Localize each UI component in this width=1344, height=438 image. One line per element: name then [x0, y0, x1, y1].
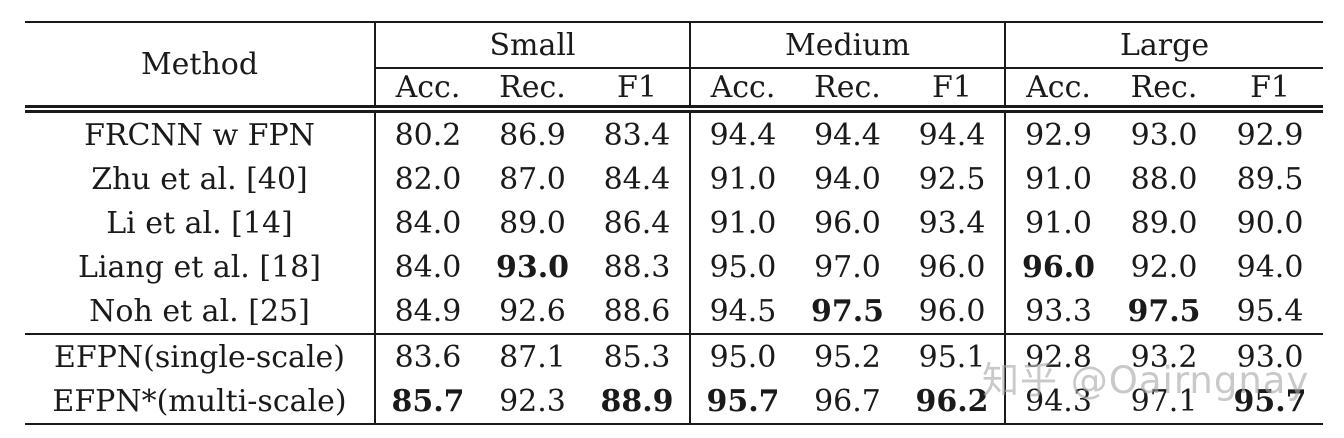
value-cell: 95.0: [689, 333, 795, 379]
method-cell: Liang et al. [18]: [78, 249, 321, 285]
method-cell: Li et al. [14]: [106, 205, 293, 241]
value-cell: 96.0: [918, 293, 986, 329]
value-cell: 95.7: [689, 379, 795, 425]
value-cell: 83.6: [374, 333, 480, 379]
value-cell: 86.9: [499, 117, 566, 153]
value-cell: 94.4: [689, 109, 795, 157]
method-cell: EFPN(single-scale): [25, 333, 375, 379]
value-cell: 80.2: [374, 109, 480, 157]
value-cell: 96.0: [1004, 245, 1112, 289]
value-cell: 96.0: [918, 249, 986, 285]
value-cell: 87.0: [499, 161, 566, 197]
value-cell: 93.0: [1130, 117, 1198, 153]
value-cell: 93.3: [1004, 289, 1112, 334]
group-header-large: Large: [1004, 21, 1324, 69]
value-cell: 95.0: [689, 245, 795, 289]
metric-header-row: Acc. Rec. F1 Acc. Rec. F1 Acc. Rec. F1: [25, 68, 1324, 113]
value-cell: 95.7: [1217, 379, 1324, 425]
value-cell: 84.9: [374, 289, 480, 334]
table-row: EFPN*(multi-scale) 85.7 92.3 88.9 95.7 96.7 96…: [25, 379, 1324, 425]
metric-header-rec: Rec.: [1111, 68, 1218, 113]
value-cell: 95.2: [795, 333, 900, 379]
value-cell: 82.0: [374, 157, 480, 201]
value-cell: 88.9: [585, 379, 690, 425]
value-cell: 95.1: [900, 333, 1006, 379]
results-table: Method Small Medium Large Acc. Rec. F1 A…: [25, 21, 1324, 425]
metric-header-f1: F1: [585, 68, 690, 113]
value-cell: 93.0: [495, 249, 570, 285]
group-header-small: Small: [374, 21, 690, 69]
value-cell: 83.4: [603, 117, 671, 153]
value-cell: 92.6: [499, 293, 566, 329]
value-cell: 94.0: [1236, 249, 1304, 285]
method-cell: Zhu et al. [40]: [91, 161, 308, 197]
metric-header-acc: Acc.: [689, 68, 795, 113]
value-cell: 92.5: [918, 161, 986, 197]
value-cell: 84.4: [603, 161, 671, 197]
method-cell: Noh et al. [25]: [89, 293, 310, 329]
value-cell: 85.7: [374, 379, 480, 425]
value-cell: 92.3: [480, 379, 585, 425]
value-cell: 90.0: [1236, 205, 1304, 241]
group-header-row: Method Small Medium Large: [25, 21, 1324, 113]
table-row: Zhu et al. [40] 82.0 87.0 84.4 91.0 94.0 92.5 9…: [25, 157, 1323, 201]
value-cell: 91.0: [689, 201, 795, 245]
value-cell: 88.0: [1130, 161, 1198, 197]
value-cell: 96.0: [814, 205, 881, 241]
value-cell: 91.0: [689, 157, 795, 201]
metric-header-acc: Acc.: [1004, 68, 1112, 113]
value-cell: 93.4: [918, 205, 986, 241]
value-cell: 89.0: [1130, 205, 1198, 241]
value-cell: 92.0: [1130, 249, 1198, 285]
value-cell: 88.3: [603, 249, 671, 285]
value-cell: 89.0: [499, 205, 566, 241]
metric-header-acc: Acc.: [374, 68, 480, 113]
metric-header-f1: F1: [1217, 68, 1324, 113]
value-cell: 94.4: [918, 117, 986, 153]
group-header-medium: Medium: [688, 21, 1006, 69]
value-cell: 97.0: [814, 249, 881, 285]
metric-header-f1: F1: [900, 68, 1006, 113]
value-cell: 97.5: [1127, 293, 1201, 329]
value-cell: 91.0: [1004, 201, 1112, 245]
value-cell: 89.5: [1236, 161, 1304, 197]
method-header-cell: Method: [25, 21, 375, 113]
table-row: Noh et al. [25] 84.9 92.6 88.6 94.5 97.5 96.0 9…: [25, 289, 1323, 334]
value-cell: 92.8: [1004, 333, 1112, 379]
value-cell: 93.2: [1111, 333, 1218, 379]
value-cell: 94.0: [814, 161, 881, 197]
value-cell: 93.0: [1217, 333, 1324, 379]
value-cell: 97.5: [810, 293, 885, 329]
value-cell: 96.2: [900, 379, 1006, 425]
value-cell: 91.0: [1004, 157, 1112, 201]
value-cell: 84.0: [374, 245, 480, 289]
value-cell: 84.0: [374, 201, 480, 245]
value-cell: 88.6: [603, 293, 671, 329]
metric-header-rec: Rec.: [795, 68, 900, 113]
table-row: EFPN(single-scale) 83.6 87.1 85.3 95.0 95.2 95…: [25, 333, 1324, 379]
method-cell: FRCNN w FPN: [84, 117, 315, 153]
table-row: Liang et al. [18] 84.0 93.0 88.3 95.0 97.0 96.…: [25, 245, 1323, 289]
value-cell: 94.5: [689, 289, 795, 334]
value-cell: 94.4: [814, 117, 881, 153]
value-cell: 94.3: [1004, 379, 1112, 425]
table-row: Li et al. [14] 84.0 89.0 86.4 91.0 96.0 93.4 91…: [25, 201, 1323, 245]
method-cell: EFPN*(multi-scale): [25, 379, 375, 425]
metric-header-rec: Rec.: [480, 68, 585, 113]
value-cell: 97.1: [1111, 379, 1218, 425]
value-cell: 96.7: [795, 379, 900, 425]
value-cell: 92.9: [1236, 117, 1304, 153]
value-cell: 87.1: [480, 333, 585, 379]
table-row: FRCNN w FPN 80.2 86.9 83.4 94.4 94.4 94.4 92.9 9…: [25, 109, 1323, 157]
table-body: FRCNN w FPN 80.2 86.9 83.4 94.4 94.4 94.4 92.9 9…: [25, 109, 1324, 425]
value-cell: 86.4: [603, 205, 671, 241]
value-cell: 92.9: [1004, 109, 1112, 157]
value-cell: 95.4: [1236, 293, 1304, 329]
value-cell: 85.3: [585, 333, 690, 379]
